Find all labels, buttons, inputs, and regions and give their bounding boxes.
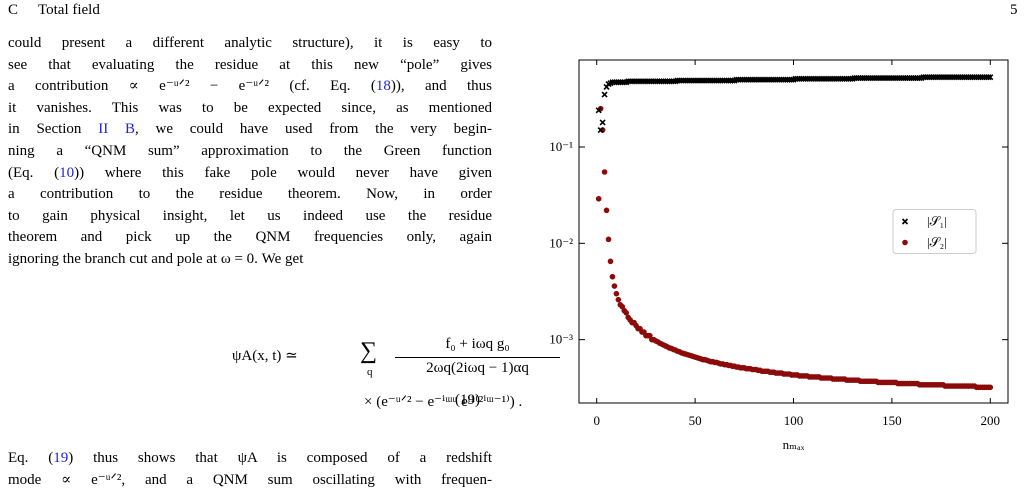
text-run: ning a “QNM sum” approximation to the Gr… [8, 143, 492, 159]
reference: II B [98, 121, 135, 138]
point [615, 296, 622, 303]
point [987, 74, 994, 81]
text-line: (Eq. (10)) where this fake pole would ne… [8, 163, 492, 183]
point [597, 126, 604, 134]
text-line: could present a different analytic struc… [8, 33, 492, 53]
text-run: could present a different analytic struc… [8, 35, 492, 51]
point [609, 273, 616, 280]
eq-lhs: ψA(x, t) ≃ [232, 348, 298, 364]
text-run: , we could have used from the very begin… [134, 121, 492, 138]
legend-label: |𝒮₁| [927, 214, 947, 229]
text-line: to gain physical insight, let us indeed … [8, 206, 492, 226]
reference: 10 [59, 164, 75, 181]
eq-denominator: 2ωq(2iωq − 1)αq [426, 360, 529, 376]
text-line: in Section II B, we could have used from… [8, 119, 492, 139]
text-run: see that evaluating the residue at this … [8, 56, 492, 73]
legend-label: |𝒮₂| [927, 235, 947, 250]
point [605, 236, 612, 243]
y-tick-label: 10⁻³ [549, 332, 573, 347]
point [613, 290, 620, 297]
legend-marker [902, 239, 908, 246]
text-run: a contribution to the residue theorem. N… [8, 186, 492, 203]
point [987, 384, 994, 391]
text-run: )), and thus [390, 78, 492, 95]
text-line: mode ∝ e⁻ᵘᐟ², and a QNM sum oscillating … [8, 470, 492, 490]
y-tick-label: 10⁻¹ [549, 139, 573, 154]
eq-numerator: f₀ + iωq g₀ [445, 336, 510, 352]
x-tick-label: 150 [882, 413, 902, 428]
text-run: )) where this fake pole would never have… [74, 164, 492, 181]
section-label: C [8, 2, 19, 18]
text-run: (Eq. ( [8, 164, 60, 181]
text-line: Eq. (19) thus shows that ψA is composed … [8, 448, 492, 468]
x-tick-label: 200 [981, 413, 1001, 428]
point [603, 207, 610, 214]
fraction-bar [395, 357, 560, 358]
x-tick-label: 100 [784, 413, 804, 428]
legend-box [892, 209, 977, 254]
reference: 19 [53, 450, 69, 466]
eq-sum: ∑ [360, 338, 378, 364]
point [601, 91, 608, 98]
text-run: theorem and pick up the QNM frequencies … [8, 229, 492, 246]
text-line: ning a “QNM sum” approximation to the Gr… [8, 141, 492, 161]
text-line: it vanishes. This was to be expected sin… [8, 98, 492, 118]
chart: 0 50 100 150 200 10⁻³ 10⁻² 10⁻¹ nₘₐₓ |𝒮₁| |𝒮₂| [549, 59, 1009, 452]
text-line: a contribution to the residue theorem. N… [8, 184, 492, 204]
text-run: ) thus shows that ψA is composed of a re… [68, 450, 492, 466]
point [607, 258, 614, 265]
point [601, 169, 608, 175]
text-run: Eq. ( [8, 450, 54, 466]
x-axis-label: nₘₐₓ [783, 437, 805, 452]
text-run: ignoring the branch cut and pole at ω = … [8, 251, 304, 267]
section-title: Total field [38, 2, 100, 18]
text-run: to gain physical insight, let us indeed … [8, 207, 492, 224]
x-tick-label: 50 [689, 413, 702, 428]
reference: 18 [375, 78, 391, 95]
text-run: mode ∝ e⁻ᵘᐟ², and a QNM sum oscillating … [8, 471, 492, 488]
text-run: a contribution ∝ e⁻ᵘᐟ² − e⁻ᵘᐟ² (cf. Eq. … [8, 78, 376, 95]
page-number: 5 [1010, 2, 1018, 18]
point [623, 310, 630, 316]
point [611, 283, 618, 289]
text-line: theorem and pick up the QNM frequencies … [8, 227, 492, 247]
legend-marker [901, 218, 909, 225]
point [599, 119, 606, 126]
point [985, 74, 992, 81]
point [595, 107, 602, 114]
point [595, 195, 602, 202]
text-run: in Section [8, 121, 99, 138]
text-line: ignoring the branch cut and pole at ω = … [8, 249, 492, 269]
eq-number: (19) [455, 392, 480, 408]
y-tick-label: 10⁻² [549, 235, 573, 250]
eq-second-line: × (e⁻ᵘᐟ² − e⁻ⁱᵚᵘ eᵗ¹⁽²ⁱᵚ⁻¹⁾) . [364, 394, 523, 410]
text-line: see that evaluating the residue at this … [8, 55, 492, 75]
eq-index: q [367, 366, 373, 378]
x-tick-label: 0 [593, 413, 600, 428]
text-run: it vanishes. This was to be expected sin… [8, 99, 492, 116]
text-line: a contribution ∝ e⁻ᵘᐟ² − e⁻ᵘᐟ² (cf. Eq. … [8, 76, 492, 96]
